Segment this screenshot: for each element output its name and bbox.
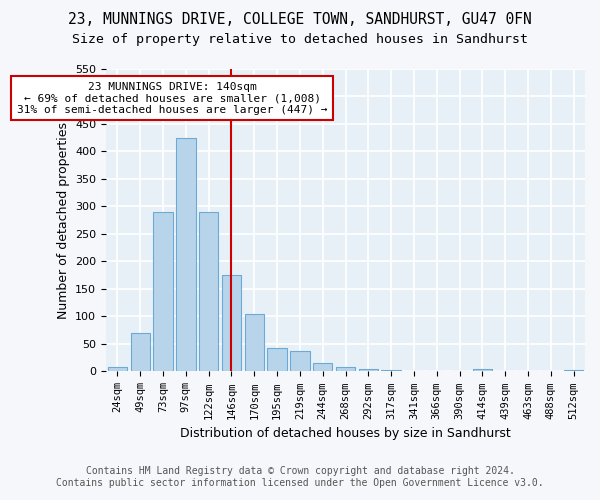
Bar	[108, 367, 127, 372]
Text: Contains HM Land Registry data © Crown copyright and database right 2024.
Contai: Contains HM Land Registry data © Crown c…	[56, 466, 544, 487]
Text: Size of property relative to detached houses in Sandhurst: Size of property relative to detached ho…	[72, 32, 528, 46]
Bar	[268, 348, 287, 372]
Bar	[359, 368, 378, 372]
Bar	[131, 333, 150, 372]
Bar	[199, 212, 218, 372]
X-axis label: Distribution of detached houses by size in Sandhurst: Distribution of detached houses by size …	[180, 427, 511, 440]
Bar	[154, 212, 173, 372]
Bar	[382, 370, 401, 372]
Bar	[176, 138, 196, 372]
Bar	[336, 367, 355, 372]
Bar	[290, 351, 310, 372]
Bar	[564, 370, 583, 372]
Text: 23, MUNNINGS DRIVE, COLLEGE TOWN, SANDHURST, GU47 0FN: 23, MUNNINGS DRIVE, COLLEGE TOWN, SANDHU…	[68, 12, 532, 28]
Bar	[313, 362, 332, 372]
Bar	[404, 371, 424, 372]
Y-axis label: Number of detached properties: Number of detached properties	[56, 122, 70, 318]
Bar	[473, 369, 492, 372]
Bar	[245, 314, 264, 372]
Text: 23 MUNNINGS DRIVE: 140sqm
← 69% of detached houses are smaller (1,008)
31% of se: 23 MUNNINGS DRIVE: 140sqm ← 69% of detac…	[17, 82, 328, 115]
Bar	[222, 275, 241, 372]
